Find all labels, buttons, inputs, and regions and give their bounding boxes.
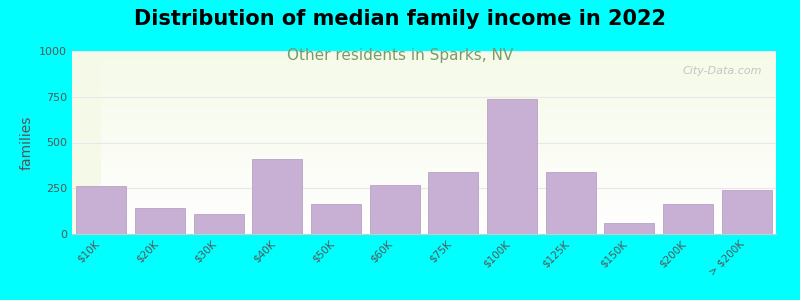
Bar [429,172,478,234]
Bar [135,208,185,234]
Y-axis label: families: families [19,115,34,170]
Bar [253,159,302,234]
Bar [722,190,771,234]
Bar [370,184,419,234]
Bar [311,204,361,234]
Bar [546,172,595,234]
Bar [194,214,243,234]
Bar [487,100,537,234]
Bar [605,223,654,234]
Text: Distribution of median family income in 2022: Distribution of median family income in … [134,9,666,29]
Text: Other residents in Sparks, NV: Other residents in Sparks, NV [287,48,513,63]
Bar [663,204,713,234]
Text: City-Data.com: City-Data.com [682,66,762,76]
Bar [77,186,126,234]
